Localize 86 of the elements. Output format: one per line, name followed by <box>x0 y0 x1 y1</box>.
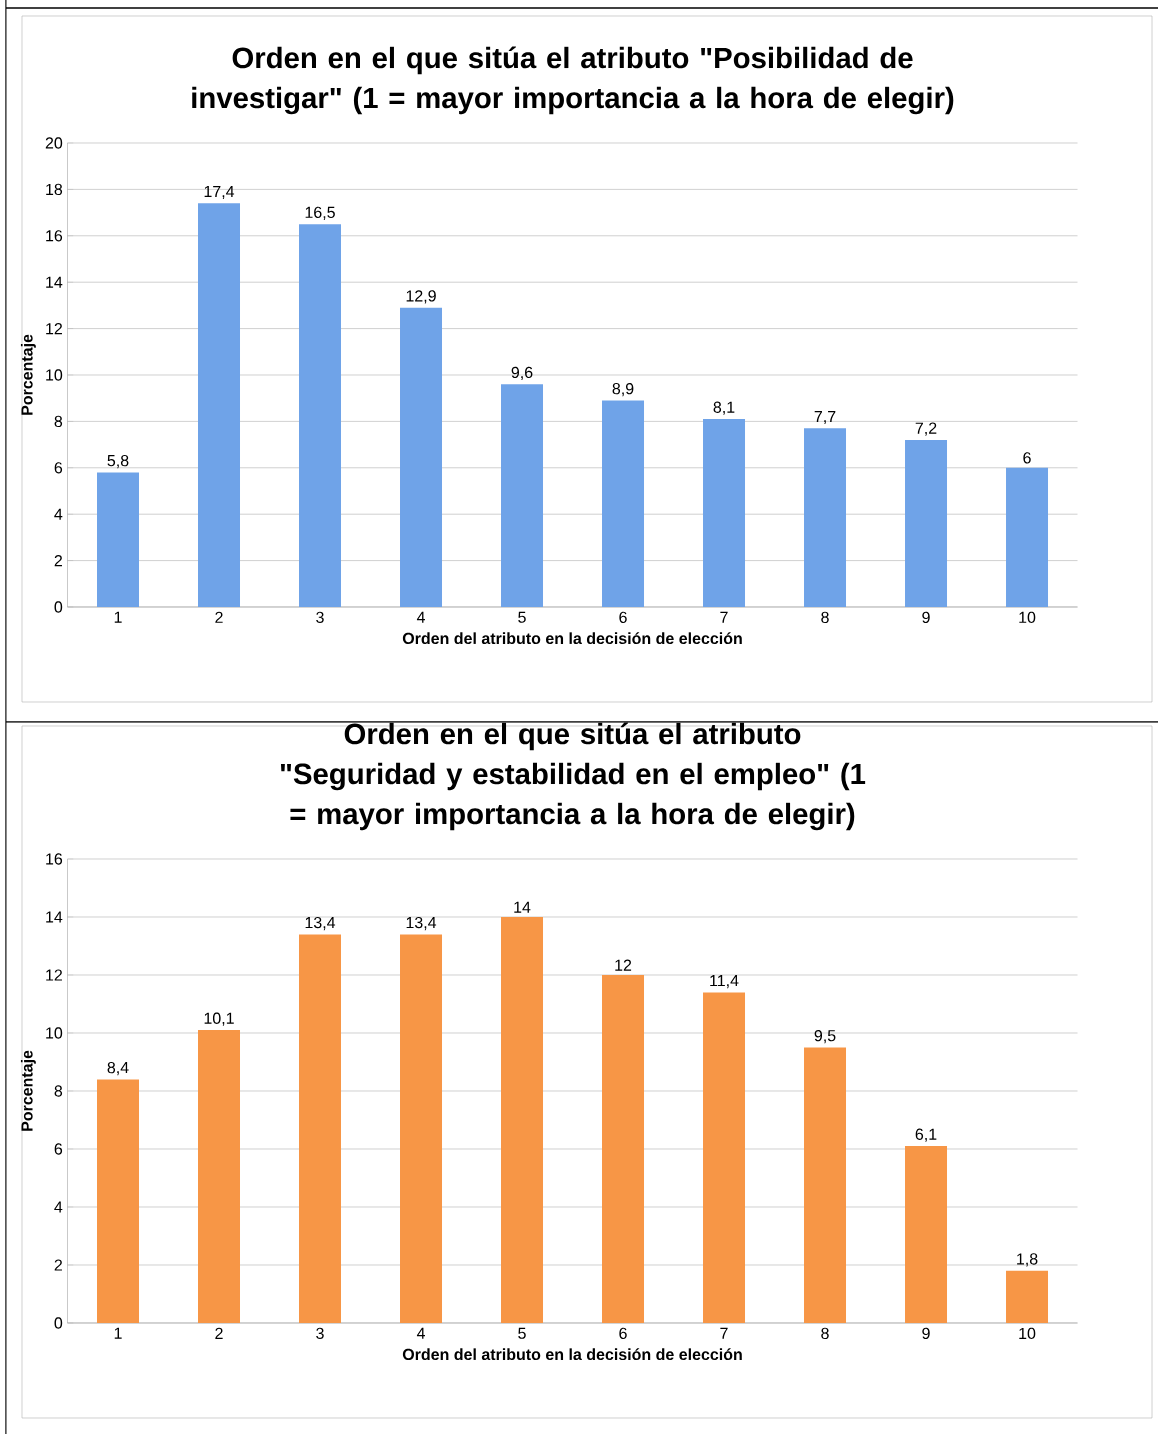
data-label: 11,4 <box>710 975 739 989</box>
bar <box>1006 467 1049 607</box>
x-tick-label: 7 <box>720 1327 728 1339</box>
data-label: 14 <box>514 901 531 913</box>
bar <box>602 400 645 607</box>
x-axis-title: Orden del atributo en la decisión de elección <box>402 632 742 645</box>
data-label: 7,7 <box>814 411 836 425</box>
x-tick-label: 6 <box>619 611 627 624</box>
bar <box>400 307 443 607</box>
data-label: 1,8 <box>1017 1253 1038 1267</box>
bar <box>703 419 746 607</box>
data-label: 6 <box>1023 452 1031 464</box>
bar <box>299 224 342 607</box>
data-label: 13,4 <box>305 916 336 931</box>
x-tick-label: 10 <box>1019 1327 1036 1340</box>
x-tick-label: 1 <box>114 611 122 623</box>
data-label: 9,5 <box>814 1030 836 1044</box>
x-tick-label: 2 <box>215 1327 223 1339</box>
bar <box>804 428 847 607</box>
x-axis-title: Orden del atributo en la decisión de elección <box>402 1348 742 1361</box>
bar <box>804 1047 847 1323</box>
x-tick-label: 9 <box>922 611 930 624</box>
data-label: 9,6 <box>511 366 533 380</box>
bar <box>400 934 443 1323</box>
bar <box>501 916 544 1323</box>
x-tick-label: 3 <box>316 611 324 624</box>
data-label: 6,1 <box>915 1128 937 1142</box>
bar <box>299 934 342 1323</box>
y-tick-label: 18 <box>46 183 63 196</box>
bar <box>905 439 948 607</box>
bar <box>905 1146 948 1323</box>
bar <box>602 974 645 1323</box>
x-tick-label: 6 <box>619 1327 627 1340</box>
y-tick-label: 4 <box>54 1201 63 1213</box>
x-tick-label: 4 <box>416 611 425 623</box>
x-tick-label: 1 <box>114 1327 122 1339</box>
y-tick-label: 0 <box>54 1317 63 1329</box>
data-label: 12,9 <box>406 290 436 304</box>
x-tick-label: 5 <box>518 1327 526 1339</box>
y-tick-label: 8 <box>54 415 63 428</box>
x-tick-label: 10 <box>1019 611 1036 624</box>
x-tick-label: 2 <box>215 611 223 623</box>
y-tick-label: 16 <box>46 853 63 865</box>
y-tick-label: 10 <box>46 369 63 381</box>
bar <box>1006 1270 1049 1323</box>
x-tick-label: 5 <box>518 611 526 623</box>
data-label: 17,4 <box>204 185 235 200</box>
y-tick-label: 14 <box>46 911 63 923</box>
y-tick-label: 2 <box>54 555 62 567</box>
y-tick-label: 8 <box>54 1085 63 1097</box>
y-tick-label: 2 <box>54 1259 62 1271</box>
bar <box>198 203 240 607</box>
y-tick-label: 10 <box>46 1027 63 1039</box>
x-tick-label: 3 <box>316 1327 324 1340</box>
y-tick-label: 6 <box>54 1143 63 1155</box>
y-tick-label: 6 <box>54 462 63 474</box>
data-label: 7,2 <box>915 422 937 436</box>
data-label: 10,1 <box>204 1012 234 1026</box>
y-tick-label: 16 <box>46 230 63 242</box>
chart-title: Orden en el que sitúa el atributo "Posibilidad de investigar" (1 = mayor importancia a la hora de elegir) <box>192 46 954 115</box>
bar <box>703 992 746 1323</box>
y-tick-label: 14 <box>46 276 63 288</box>
y-tick-label: 4 <box>54 508 63 520</box>
bar <box>501 384 544 607</box>
x-tick-label: 7 <box>720 611 728 623</box>
x-tick-label: 9 <box>922 1327 930 1340</box>
data-label: 8,9 <box>612 383 634 397</box>
data-label: 8,4 <box>107 1061 129 1076</box>
data-label: 13,4 <box>406 916 437 931</box>
y-tick-label: 12 <box>46 323 62 335</box>
y-axis-title: Porcentaje <box>20 1050 36 1131</box>
data-label: 5,8 <box>107 454 129 469</box>
bar <box>97 1079 139 1323</box>
x-tick-label: 8 <box>821 1327 829 1340</box>
data-label: 16,5 <box>305 206 335 220</box>
data-label: 8,1 <box>713 401 735 415</box>
x-tick-label: 8 <box>821 611 829 624</box>
y-tick-label: 0 <box>54 601 63 613</box>
y-tick-label: 12 <box>46 969 62 981</box>
data-label: 12 <box>615 959 632 971</box>
chart-title: Orden en el que sitúa el atributo "Seguridad y estabilidad en el empleo" (1 = mayor importancia a la hora de elegir) <box>280 722 866 831</box>
x-tick-label: 4 <box>416 1327 425 1339</box>
bar <box>198 1030 240 1323</box>
y-tick-label: 20 <box>45 137 63 149</box>
bar <box>97 472 139 607</box>
y-axis-title: Porcentaje <box>20 334 36 415</box>
